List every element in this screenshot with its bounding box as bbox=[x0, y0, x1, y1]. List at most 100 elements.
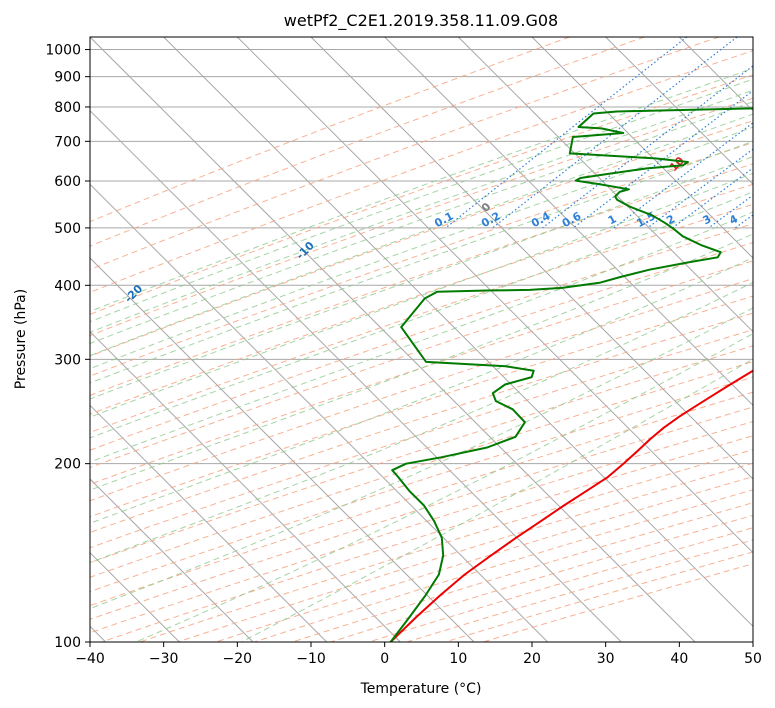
dry-adiabat-line bbox=[90, 241, 753, 469]
dry-adiabat-line bbox=[90, 295, 753, 518]
isotherm-line bbox=[90, 404, 328, 642]
mixing-ratio-line bbox=[734, 214, 753, 229]
moist-adiabat-line bbox=[90, 281, 753, 564]
y-tick-label: 600 bbox=[54, 174, 81, 190]
mixing-ratio-line bbox=[572, 89, 753, 229]
y-tick-label: 200 bbox=[54, 457, 81, 473]
moist-adiabat-line bbox=[241, 358, 753, 642]
chart-title: wetPf2_C2E1.2019.358.11.09.G08 bbox=[284, 11, 558, 31]
dry-adiabat-line bbox=[90, 97, 753, 337]
dry-adiabat-line bbox=[90, 278, 753, 502]
dry-adiabat-line bbox=[90, 329, 753, 549]
y-tick-label: 400 bbox=[54, 278, 81, 294]
x-tick-label: 10 bbox=[449, 651, 467, 667]
mixing-ratio-line bbox=[542, 65, 753, 229]
moist-adiabat-line bbox=[90, 191, 753, 439]
y-axis-ticks: 100 200 300 400 500 600 700 800 900 1000 bbox=[45, 43, 90, 651]
dry-adiabat-line bbox=[90, 361, 753, 578]
dry-adiabat-line bbox=[90, 50, 753, 293]
mixing-ratio-label: 0.4 bbox=[529, 209, 553, 230]
dry-adiabat-line bbox=[139, 449, 753, 642]
pressure-grid bbox=[90, 49, 753, 642]
moist-adiabat-line bbox=[90, 126, 753, 370]
dewpoint-profile bbox=[389, 107, 753, 642]
x-tick-label: 40 bbox=[670, 651, 688, 667]
isotherms bbox=[90, 37, 753, 642]
isotherm-line bbox=[163, 37, 753, 628]
isotherm-line bbox=[678, 37, 753, 112]
moist-adiabats bbox=[90, 67, 753, 642]
y-tick-label: 100 bbox=[54, 635, 81, 651]
dry-adiabats bbox=[90, 37, 753, 642]
isotherm-line bbox=[90, 37, 696, 642]
plot-frame bbox=[89, 36, 754, 643]
isotherm-line bbox=[90, 257, 475, 642]
dry-adiabat-line bbox=[90, 312, 753, 533]
moist-adiabat-line bbox=[90, 89, 753, 333]
dry-adiabat-line bbox=[90, 391, 753, 607]
dry-adiabat-line bbox=[90, 37, 645, 247]
dry-adiabat-line bbox=[90, 223, 753, 451]
dry-adiabat-line bbox=[90, 260, 753, 485]
x-axis-ticks: −40 −30 −20 −10 0 10 20 30 40 50 bbox=[75, 642, 762, 667]
dry-adiabat-line bbox=[90, 37, 570, 223]
x-tick-label: 50 bbox=[744, 651, 762, 667]
moist-adiabat-line bbox=[90, 233, 753, 491]
mixing-ratio-lines bbox=[445, 37, 753, 229]
x-tick-label: 30 bbox=[597, 651, 615, 667]
x-tick-label: 0 bbox=[380, 651, 389, 667]
x-tick-label: 20 bbox=[523, 651, 541, 667]
dry-adiabat-line bbox=[292, 502, 753, 642]
isotherm-line bbox=[605, 37, 753, 186]
moist-adiabat-line bbox=[90, 307, 753, 610]
isotherm-line bbox=[90, 478, 254, 642]
dry-adiabat-line bbox=[90, 203, 753, 433]
plot-area: -100-90-80-70-60-50-40-30-20-10010203040… bbox=[90, 37, 775, 642]
y-axis-label: Pressure (hPa) bbox=[13, 289, 29, 389]
isotherm-line bbox=[531, 37, 753, 259]
mixing-ratio-label: 3 bbox=[701, 212, 714, 227]
moist-adiabat-line bbox=[90, 140, 753, 384]
moist-adiabat-line bbox=[90, 67, 753, 313]
moist-adiabat-line bbox=[90, 172, 753, 418]
y-tick-label: 500 bbox=[54, 221, 81, 237]
dry-adiabat-line bbox=[215, 476, 753, 642]
mixing-ratio-line bbox=[672, 167, 753, 229]
moist-adiabat-line bbox=[135, 333, 753, 642]
isotherm-line bbox=[384, 37, 753, 407]
isotherm-line bbox=[90, 183, 549, 642]
dry-adiabat-line bbox=[101, 435, 753, 642]
y-tick-label: 300 bbox=[54, 352, 81, 368]
isotherm-line bbox=[457, 37, 753, 333]
mixing-ratio-label: 0.6 bbox=[560, 209, 584, 230]
x-tick-label: −30 bbox=[149, 651, 179, 667]
y-tick-label: 900 bbox=[54, 70, 81, 86]
profile-series bbox=[389, 107, 753, 642]
dry-adiabat-line bbox=[254, 489, 753, 642]
x-tick-label: −40 bbox=[75, 651, 105, 667]
isotherm-line bbox=[752, 37, 753, 38]
isotherm-line bbox=[90, 109, 622, 642]
dry-adiabat-line bbox=[90, 183, 753, 415]
dry-adiabat-line bbox=[90, 345, 753, 564]
dry-adiabat-line bbox=[90, 74, 753, 315]
mixing-ratio-label: 2 bbox=[664, 212, 677, 227]
moist-adiabat-line bbox=[90, 257, 753, 524]
y-tick-label: 1000 bbox=[45, 43, 81, 59]
isotherm-line bbox=[90, 330, 401, 642]
isotherm-line bbox=[236, 37, 753, 554]
mixing-ratio-label: 6 bbox=[766, 212, 775, 227]
moist-adiabat-line bbox=[90, 211, 753, 463]
dry-adiabat-line bbox=[90, 120, 753, 357]
mixing-ratio-label: 1 bbox=[606, 212, 619, 227]
dry-adiabat-line bbox=[90, 142, 753, 377]
dry-adiabat-line bbox=[177, 462, 753, 642]
mixing-ratio-label: 0.1 bbox=[432, 209, 455, 230]
dry-adiabat-line bbox=[90, 37, 720, 271]
y-tick-label: 800 bbox=[54, 100, 81, 116]
dry-adiabat-line bbox=[330, 514, 753, 642]
dry-adiabat-line bbox=[444, 551, 753, 642]
temperature-profile bbox=[389, 369, 753, 642]
